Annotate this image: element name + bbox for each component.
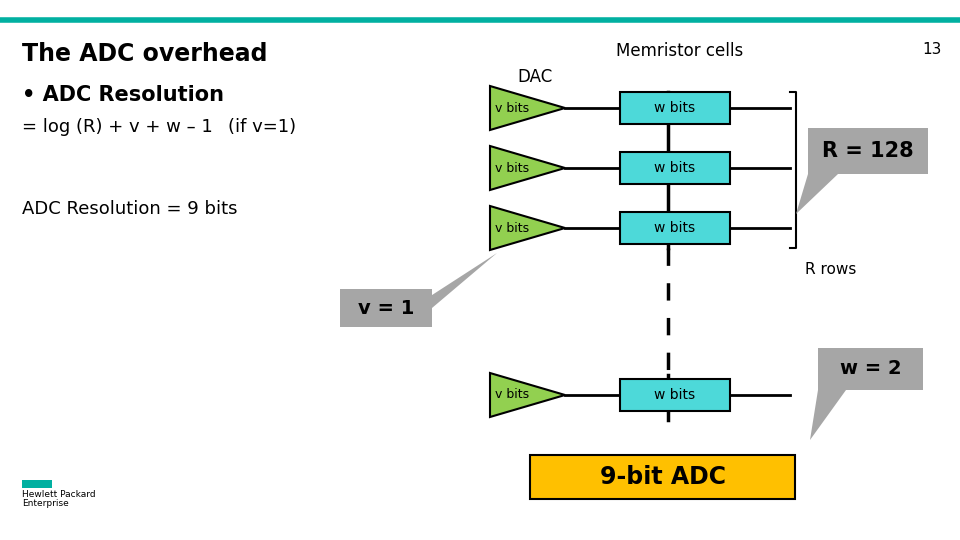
Text: w bits: w bits [655,101,696,115]
Text: w bits: w bits [655,221,696,235]
FancyBboxPatch shape [620,92,730,124]
Polygon shape [810,390,846,440]
Polygon shape [490,146,565,190]
FancyBboxPatch shape [530,455,795,499]
Text: 9-bit ADC: 9-bit ADC [599,465,726,489]
Text: DAC: DAC [517,68,553,86]
Text: v = 1: v = 1 [358,299,414,318]
Text: • ADC Resolution: • ADC Resolution [22,85,224,105]
Text: v bits: v bits [495,102,529,114]
FancyBboxPatch shape [340,289,432,327]
FancyBboxPatch shape [620,379,730,411]
Text: Memristor cells: Memristor cells [616,42,744,60]
Text: v bits: v bits [495,161,529,174]
Text: The ADC overhead: The ADC overhead [22,42,268,66]
Text: 13: 13 [923,42,942,57]
FancyBboxPatch shape [620,212,730,244]
Text: w = 2: w = 2 [840,360,901,379]
Polygon shape [490,373,565,417]
Text: Enterprise: Enterprise [22,499,69,508]
Text: R = 128: R = 128 [822,141,914,161]
Text: R rows: R rows [805,262,856,278]
Polygon shape [412,253,497,308]
Text: = log (R) + v + w – 1: = log (R) + v + w – 1 [22,118,213,136]
Polygon shape [796,174,838,214]
FancyBboxPatch shape [22,480,52,488]
Polygon shape [490,86,565,130]
Text: v bits: v bits [495,221,529,234]
FancyBboxPatch shape [818,348,923,390]
Polygon shape [490,206,565,250]
Text: w bits: w bits [655,388,696,402]
Text: Hewlett Packard: Hewlett Packard [22,490,96,499]
FancyBboxPatch shape [620,152,730,184]
Text: w bits: w bits [655,161,696,175]
FancyBboxPatch shape [808,128,928,174]
Text: (if v=1): (if v=1) [228,118,296,136]
Text: ADC Resolution = 9 bits: ADC Resolution = 9 bits [22,200,237,218]
Text: v bits: v bits [495,388,529,402]
